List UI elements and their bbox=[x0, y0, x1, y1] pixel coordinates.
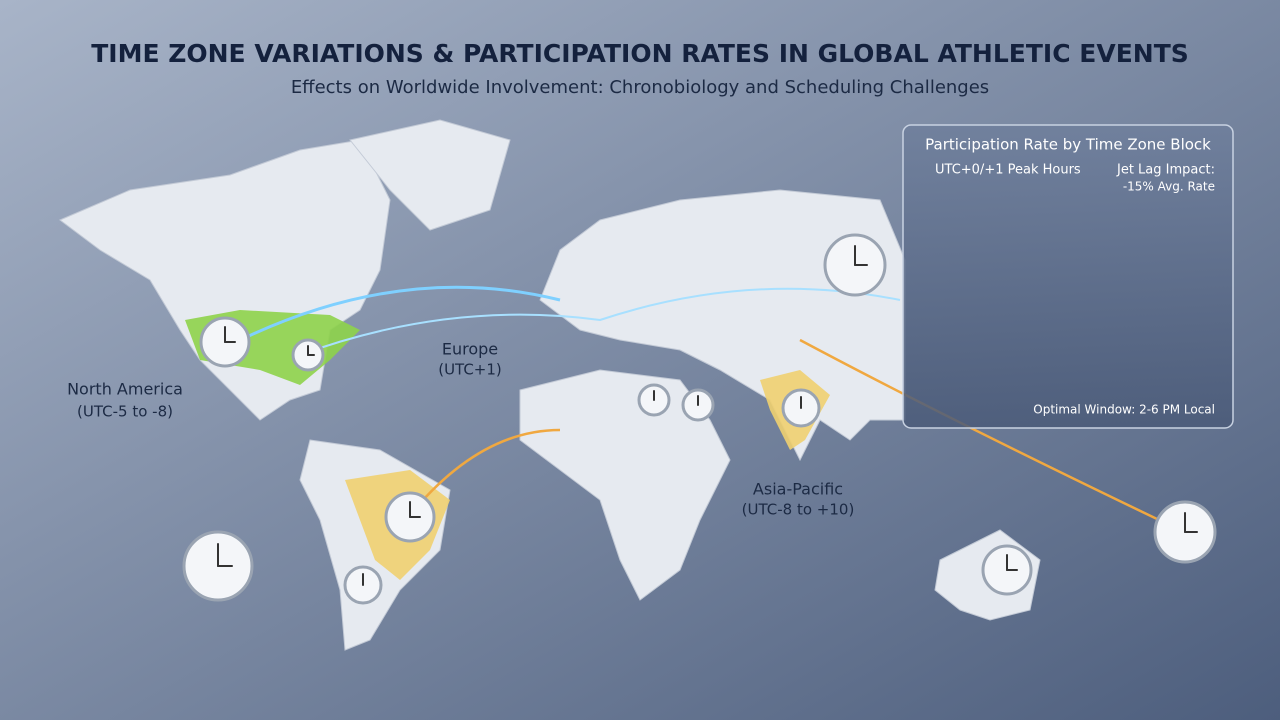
clock bbox=[182, 530, 254, 602]
annotation: UTC+0/+1 Peak Hours bbox=[935, 163, 1081, 178]
connection-arc bbox=[409, 428, 561, 516]
connection-arc bbox=[299, 287, 901, 356]
connection-arc bbox=[229, 285, 561, 347]
chart-title: Participation Rate by Time Zone Block bbox=[925, 136, 1211, 154]
region-label: Asia-Pacific bbox=[753, 480, 843, 499]
region-zone: (UTC-8 to +10) bbox=[742, 501, 855, 519]
title: TIME ZONE VARIATIONS & PARTICIPATION RAT… bbox=[91, 39, 1189, 68]
clock bbox=[343, 565, 383, 605]
clock bbox=[384, 491, 436, 543]
annotation: -15% Avg. Rate bbox=[1123, 180, 1215, 194]
annotation: Optimal Window: 2-6 PM Local bbox=[1033, 403, 1215, 417]
region-label: Europe bbox=[442, 340, 498, 359]
region-label: North America bbox=[67, 380, 183, 399]
clocks bbox=[182, 233, 1217, 605]
clock bbox=[823, 233, 887, 297]
africa bbox=[519, 369, 731, 601]
clock bbox=[199, 316, 251, 368]
panel-background bbox=[902, 124, 1234, 429]
clock bbox=[291, 338, 325, 372]
clock bbox=[1153, 500, 1217, 564]
region-zone: (UTC+1) bbox=[438, 361, 502, 379]
subtitle: Effects on Worldwide Involvement: Chrono… bbox=[291, 77, 989, 98]
clock bbox=[981, 544, 1033, 596]
annotation: Jet Lag Impact: bbox=[1116, 163, 1215, 178]
greenland bbox=[349, 119, 511, 231]
chart-panel: Participation Rate by Time Zone Block UT… bbox=[902, 124, 1234, 429]
region-zone: (UTC-5 to -8) bbox=[77, 403, 173, 421]
clock bbox=[637, 383, 671, 417]
clock bbox=[781, 388, 821, 428]
clock bbox=[681, 388, 715, 422]
